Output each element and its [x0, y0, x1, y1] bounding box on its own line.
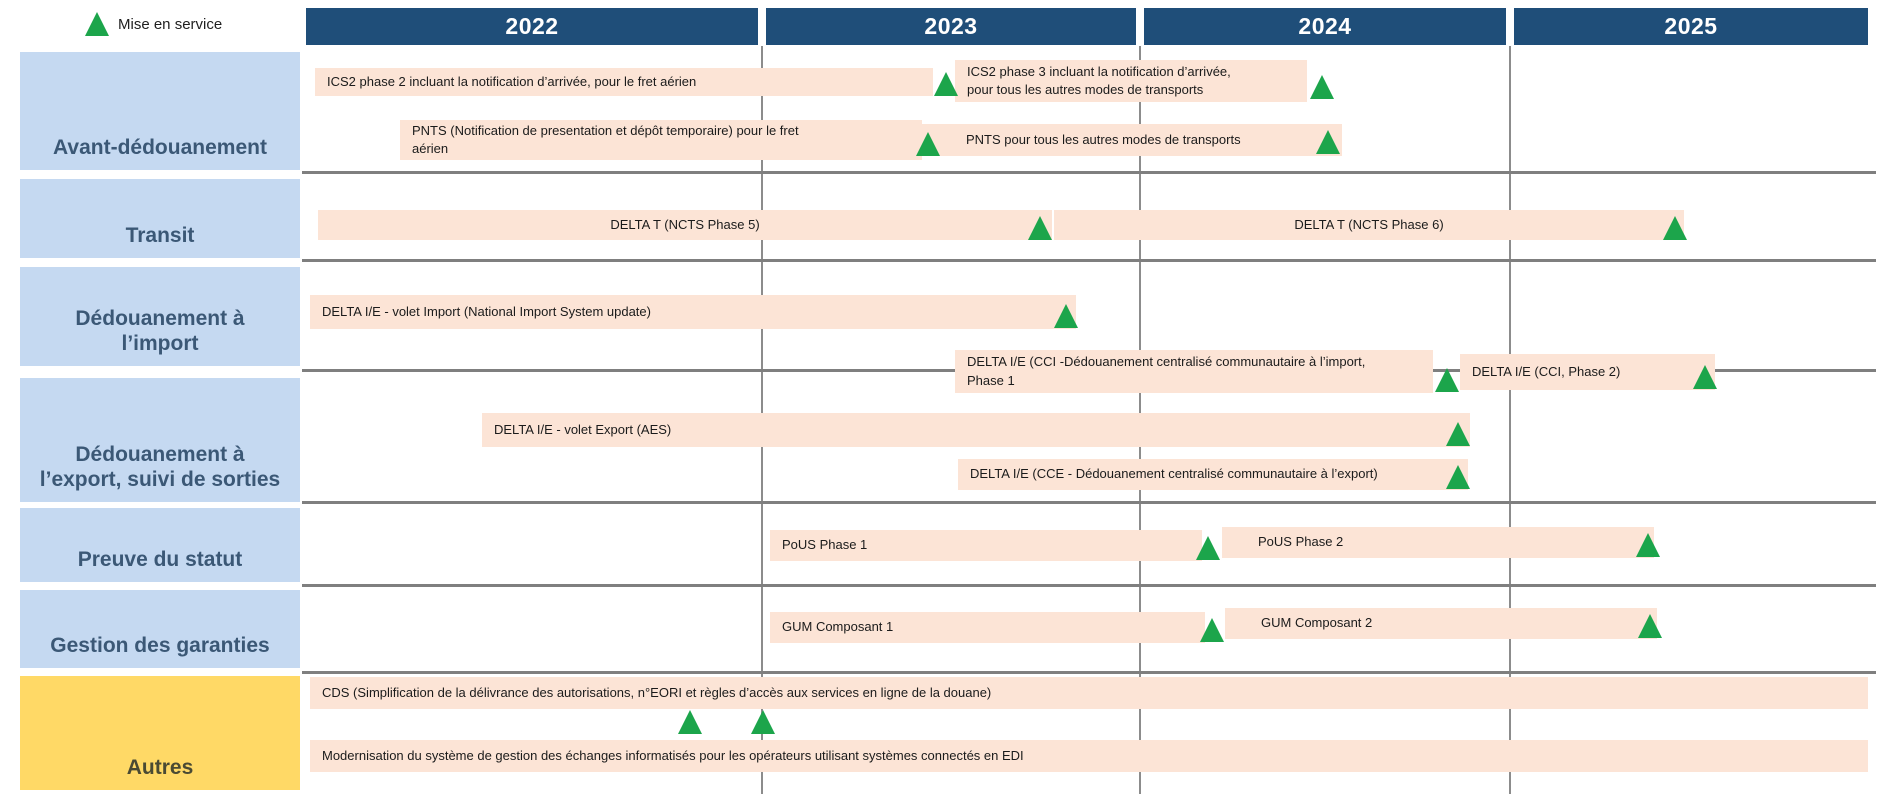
year-header-2023: 2023: [766, 8, 1136, 45]
bar-delta-t-ncts6-label: DELTA T (NCTS Phase 6): [1294, 216, 1444, 232]
milestone-icon-volet-import: [1054, 304, 1078, 328]
bar-delta-ie-volet-export-aes: DELTA I/E - volet Export (AES): [482, 413, 1470, 447]
bar-pnts-autres-modes-label: PNTS pour tous les autres modes de trans…: [966, 131, 1241, 147]
bar-delta-ie-volet-import-label: DELTA I/E - volet Import (National Impor…: [322, 303, 651, 319]
bar-ics2-phase3: ICS2 phase 3 incluant la notification d’…: [955, 60, 1307, 102]
row-label-preuve-du-statut: Preuve du statut: [20, 508, 300, 582]
bar-ics2-phase3-label-line2: pour tous les autres modes de transports: [967, 82, 1204, 97]
row-label-autres: Autres: [20, 676, 300, 790]
milestone-icon-ics2-phase3: [1310, 75, 1334, 99]
bar-cds: CDS (Simplification de la délivrance des…: [310, 677, 1868, 709]
bar-delta-ie-cce: DELTA I/E (CCE - Dédouanement centralisé…: [958, 459, 1468, 490]
year-header-2025: 2025: [1514, 8, 1868, 45]
bar-gum-composant1-label: GUM Composant 1: [782, 619, 894, 635]
gridline-2024-2025: [1509, 46, 1511, 794]
bar-pnts-fret-aerien: PNTS (Notification de presentation et dé…: [400, 120, 922, 160]
bar-delta-t-ncts5: DELTA T (NCTS Phase 5): [318, 210, 1052, 240]
year-header-2024: 2024: [1144, 8, 1506, 45]
milestone-icon-pous-phase2: [1636, 533, 1660, 557]
bar-delta-ie-cci-phase2: DELTA I/E (CCI, Phase 2): [1460, 354, 1715, 390]
bar-delta-ie-cci-phase1-label-line1: DELTA I/E (CCI -Dédouanement centralisé …: [967, 354, 1366, 370]
milestone-icon-pnts-autres-modes: [1316, 130, 1340, 154]
bar-delta-ie-cce-label: DELTA I/E (CCE - Dédouanement centralisé…: [970, 466, 1378, 482]
bar-delta-ie-volet-export-aes-label: DELTA I/E - volet Export (AES): [494, 421, 672, 437]
milestone-icon-gum-composant2: [1638, 614, 1662, 638]
bar-pous-phase1: PoUS Phase 1: [770, 530, 1202, 561]
bar-ics2-phase2: ICS2 phase 2 incluant la notification d’…: [315, 68, 933, 96]
row-label-transit: Transit: [20, 179, 300, 258]
bar-delta-t-ncts6: DELTA T (NCTS Phase 6): [1054, 210, 1684, 240]
milestone-icon-cce: [1446, 465, 1470, 489]
bar-cds-label: CDS (Simplification de la délivrance des…: [322, 684, 992, 700]
milestone-icon-gum-composant1: [1200, 618, 1224, 642]
bar-pnts-autres-modes: PNTS pour tous les autres modes de trans…: [922, 124, 1342, 156]
bar-modernisation-edi-label: Modernisation du système de gestion des …: [322, 747, 1024, 763]
row-divider-6: [302, 671, 1876, 674]
bar-pous-phase2: PoUS Phase 2: [1222, 527, 1654, 558]
bar-delta-t-ncts5-label: DELTA T (NCTS Phase 5): [610, 216, 760, 232]
bar-delta-ie-cci-phase1: DELTA I/E (CCI -Dédouanement centralisé …: [955, 350, 1433, 393]
bar-delta-ie-cci-phase2-label: DELTA I/E (CCI, Phase 2): [1472, 363, 1621, 379]
row-label-avant-dedouanement: Avant-dédouanement: [20, 52, 300, 170]
legend-label: Mise en service: [118, 16, 223, 33]
legend-green-triangle-icon: [85, 12, 109, 36]
year-header-2022: 2022: [306, 8, 758, 45]
bar-gum-composant2-label: GUM Composant 2: [1261, 615, 1373, 631]
bar-pnts-fret-aerien-label-line1: PNTS (Notification de presentation et dé…: [412, 122, 799, 138]
milestone-icon-aes: [1446, 422, 1470, 446]
row-divider-4: [302, 501, 1876, 504]
milestone-icon-ncts5: [1028, 216, 1052, 240]
milestone-icon-ncts6: [1663, 216, 1687, 240]
bar-ics2-phase2-label: ICS2 phase 2 incluant la notification d’…: [327, 73, 697, 89]
bar-delta-ie-volet-import: DELTA I/E - volet Import (National Impor…: [310, 295, 1076, 329]
bar-gum-composant2: GUM Composant 2: [1225, 608, 1657, 639]
row-divider-5: [302, 584, 1876, 587]
row-label-dedouanement-export: Dédouanement à l’export, suivi de sortie…: [20, 378, 300, 502]
bar-pous-phase2-label: PoUS Phase 2: [1258, 534, 1344, 550]
row-label-gestion-garanties: Gestion des garanties: [20, 590, 300, 668]
milestone-icon-cci-phase1: [1435, 368, 1459, 392]
bar-delta-ie-cci-phase1-label-line2: Phase 1: [967, 372, 1015, 388]
milestone-icon-pnts-fret-aerien: [916, 132, 940, 156]
row-divider-1: [302, 171, 1876, 174]
milestone-icon-pous-phase1: [1196, 536, 1220, 560]
milestone-icon-autres-2: [751, 710, 775, 734]
milestone-icon-autres-1: [678, 710, 702, 734]
row-divider-2: [302, 259, 1876, 262]
bar-ics2-phase3-label-line1: ICS2 phase 3 incluant la notification d’…: [967, 63, 1231, 79]
row-label-dedouanement-import: Dédouanement à l’import: [20, 267, 300, 366]
bar-gum-composant1: GUM Composant 1: [770, 612, 1205, 643]
bar-pous-phase1-label: PoUS Phase 1: [782, 537, 868, 553]
bar-modernisation-edi: Modernisation du système de gestion des …: [310, 740, 1868, 772]
milestone-icon-cci-phase2: [1693, 365, 1717, 389]
bar-pnts-fret-aerien-label-line2: aérien: [412, 141, 449, 156]
milestone-icon-ics2-phase2: [934, 72, 958, 96]
